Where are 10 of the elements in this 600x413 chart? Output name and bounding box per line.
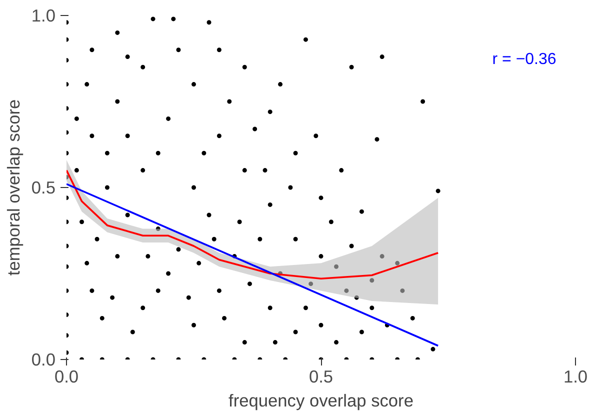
y-axis-title: temporal overlap score	[3, 99, 24, 276]
x-tick-label: 1.0	[563, 366, 588, 386]
x-tick-label: 0.0	[54, 366, 79, 386]
x-tick-label: 0.5	[308, 366, 334, 386]
line-series	[66, 169, 439, 280]
y-tick-label: 0.5	[31, 178, 56, 198]
y-tick-label: 0.0	[31, 350, 56, 370]
y-tick-label: 1.0	[31, 6, 56, 26]
annotation: r = −0.36	[492, 51, 556, 68]
x-axis-title: frequency overlap score	[228, 390, 414, 410]
